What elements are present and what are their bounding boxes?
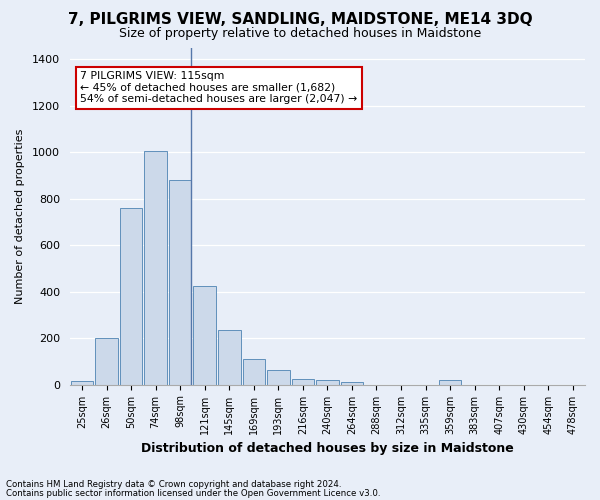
Bar — [292, 379, 314, 384]
Bar — [95, 338, 118, 384]
Text: Size of property relative to detached houses in Maidstone: Size of property relative to detached ho… — [119, 28, 481, 40]
Bar — [145, 151, 167, 384]
Bar — [193, 286, 216, 384]
Bar — [71, 381, 94, 384]
Bar — [218, 330, 241, 384]
X-axis label: Distribution of detached houses by size in Maidstone: Distribution of detached houses by size … — [141, 442, 514, 455]
Bar — [439, 380, 461, 384]
Text: 7, PILGRIMS VIEW, SANDLING, MAIDSTONE, ME14 3DQ: 7, PILGRIMS VIEW, SANDLING, MAIDSTONE, M… — [68, 12, 532, 28]
Text: Contains public sector information licensed under the Open Government Licence v3: Contains public sector information licen… — [6, 488, 380, 498]
Text: 7 PILGRIMS VIEW: 115sqm
← 45% of detached houses are smaller (1,682)
54% of semi: 7 PILGRIMS VIEW: 115sqm ← 45% of detache… — [80, 71, 358, 104]
Bar — [267, 370, 290, 384]
Bar — [120, 208, 142, 384]
Bar — [169, 180, 191, 384]
Bar — [316, 380, 338, 384]
Y-axis label: Number of detached properties: Number of detached properties — [15, 128, 25, 304]
Text: Contains HM Land Registry data © Crown copyright and database right 2024.: Contains HM Land Registry data © Crown c… — [6, 480, 341, 489]
Bar — [341, 382, 363, 384]
Bar — [242, 359, 265, 384]
